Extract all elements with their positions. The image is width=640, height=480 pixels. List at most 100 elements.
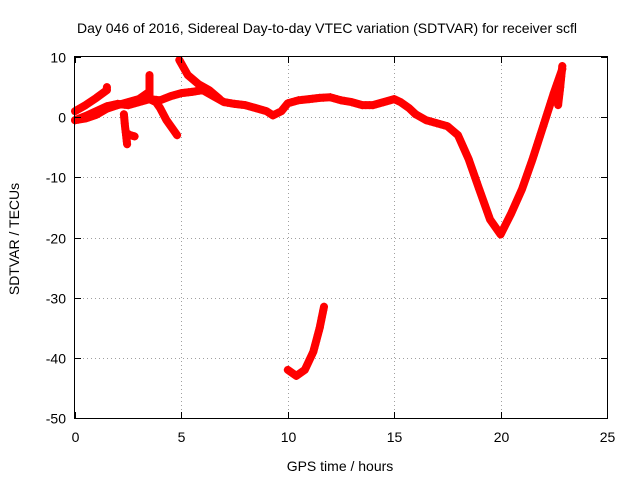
x-tick-labels: 0 5 10 15 20 25 xyxy=(72,429,616,445)
series-track-d-markers xyxy=(122,128,139,141)
data-point-marker xyxy=(542,111,551,120)
y-tick-labels: -50 -40 -30 -20 -10 0 10 xyxy=(46,50,66,427)
x-tick-label: 15 xyxy=(387,429,403,445)
data-point-marker xyxy=(329,94,338,103)
data-point-marker xyxy=(466,159,474,167)
data-point-marker xyxy=(223,98,232,107)
data-point-marker xyxy=(461,148,470,157)
data-point-marker xyxy=(300,365,309,374)
data-point-marker xyxy=(483,207,492,216)
series-track-e-markers xyxy=(145,71,154,104)
data-point-marker xyxy=(309,347,318,356)
data-point-marker xyxy=(558,62,567,70)
series-track-j-markers xyxy=(554,62,567,110)
data-point-marker xyxy=(472,177,481,186)
data-point-marker xyxy=(163,93,172,102)
data-point-marker xyxy=(505,212,514,221)
data-point-marker xyxy=(130,132,139,141)
data-point-marker xyxy=(307,351,316,360)
data-point-marker xyxy=(482,204,490,213)
data-point-marker xyxy=(463,151,472,160)
data-point-marker xyxy=(525,162,534,171)
data-point-marker xyxy=(305,355,314,363)
data-point-marker xyxy=(454,131,462,140)
data-point-marker xyxy=(510,202,519,211)
data-point-marker xyxy=(241,101,250,110)
data-point-marker xyxy=(500,223,509,232)
data-point-marker xyxy=(354,100,363,109)
y-tick-label: -50 xyxy=(46,411,66,427)
series-track-i-markers xyxy=(411,65,567,239)
data-point-marker xyxy=(372,100,381,109)
data-point-marker xyxy=(317,313,326,322)
y-tick-label: 0 xyxy=(58,110,66,126)
data-point-marker xyxy=(508,206,517,214)
y-tick-label: -40 xyxy=(46,351,66,367)
data-point-marker xyxy=(316,320,325,329)
data-point-marker xyxy=(383,97,392,106)
x-tick-label: 10 xyxy=(281,429,297,445)
data-point-marker xyxy=(519,181,528,190)
data-point-marker xyxy=(501,220,510,228)
data-point-marker xyxy=(476,189,485,198)
data-point-marker xyxy=(317,316,326,325)
data-point-marker xyxy=(313,334,321,343)
data-point-marker xyxy=(188,87,196,96)
x-axis-title: GPS time / hours xyxy=(287,458,394,474)
data-point-marker xyxy=(265,109,274,118)
data-point-marker xyxy=(484,211,493,220)
y-tick-label: -10 xyxy=(46,170,66,186)
data-point-marker xyxy=(536,129,545,138)
data-point-marker xyxy=(470,170,478,179)
series-track-k-markers xyxy=(283,302,328,380)
data-point-marker xyxy=(478,192,486,201)
data-point-marker xyxy=(458,141,467,150)
data-point-marker xyxy=(545,103,554,112)
x-tick-label: 25 xyxy=(600,429,616,445)
y-tick-label: -30 xyxy=(46,291,66,307)
data-point-marker xyxy=(498,227,507,235)
data-point-marker xyxy=(319,306,328,315)
data-point-marker xyxy=(538,125,546,134)
data-point-marker xyxy=(535,133,544,142)
data-point-marker xyxy=(351,99,360,108)
data-point-marker xyxy=(311,340,320,349)
axis-ticks xyxy=(75,57,608,419)
data-point-marker xyxy=(251,104,260,113)
data-point-marker xyxy=(304,358,313,367)
data-point-marker xyxy=(313,330,322,339)
data-point-marker xyxy=(326,93,335,102)
plot-frame xyxy=(74,56,608,419)
data-point-marker xyxy=(546,100,555,109)
y-tick-label: 10 xyxy=(50,50,66,66)
data-point-marker xyxy=(290,97,299,106)
grid-lines xyxy=(75,57,607,418)
data-point-marker xyxy=(393,96,402,105)
data-point-marker xyxy=(475,185,484,194)
data-point-marker xyxy=(541,114,550,123)
data-point-marker xyxy=(141,96,150,105)
data-point-marker xyxy=(468,166,477,175)
chart-title: Day 046 of 2016, Sidereal Day-to-day VTE… xyxy=(77,20,577,36)
data-point-marker xyxy=(166,92,175,101)
data-point-marker xyxy=(376,99,384,108)
data-point-marker xyxy=(368,101,377,110)
data-point-marker xyxy=(262,107,271,116)
data-point-marker xyxy=(315,323,324,332)
data-point-marker xyxy=(503,216,512,225)
data-point-marker xyxy=(457,138,466,147)
data-point-marker xyxy=(405,104,414,113)
series-track-i-band xyxy=(411,65,567,239)
data-point-marker xyxy=(134,98,143,107)
data-point-marker xyxy=(110,100,118,109)
series-track-a-markers xyxy=(71,83,111,116)
data-point-marker xyxy=(170,91,179,100)
data-point-marker xyxy=(517,185,526,194)
data-point-marker xyxy=(432,119,441,128)
data-point-marker xyxy=(95,105,104,114)
y-axis-title: SDTVAR / TECUs xyxy=(6,183,22,295)
data-point-marker xyxy=(539,122,548,131)
data-point-marker xyxy=(227,99,236,108)
data-point-marker xyxy=(314,327,323,336)
data-point-marker xyxy=(123,140,132,149)
